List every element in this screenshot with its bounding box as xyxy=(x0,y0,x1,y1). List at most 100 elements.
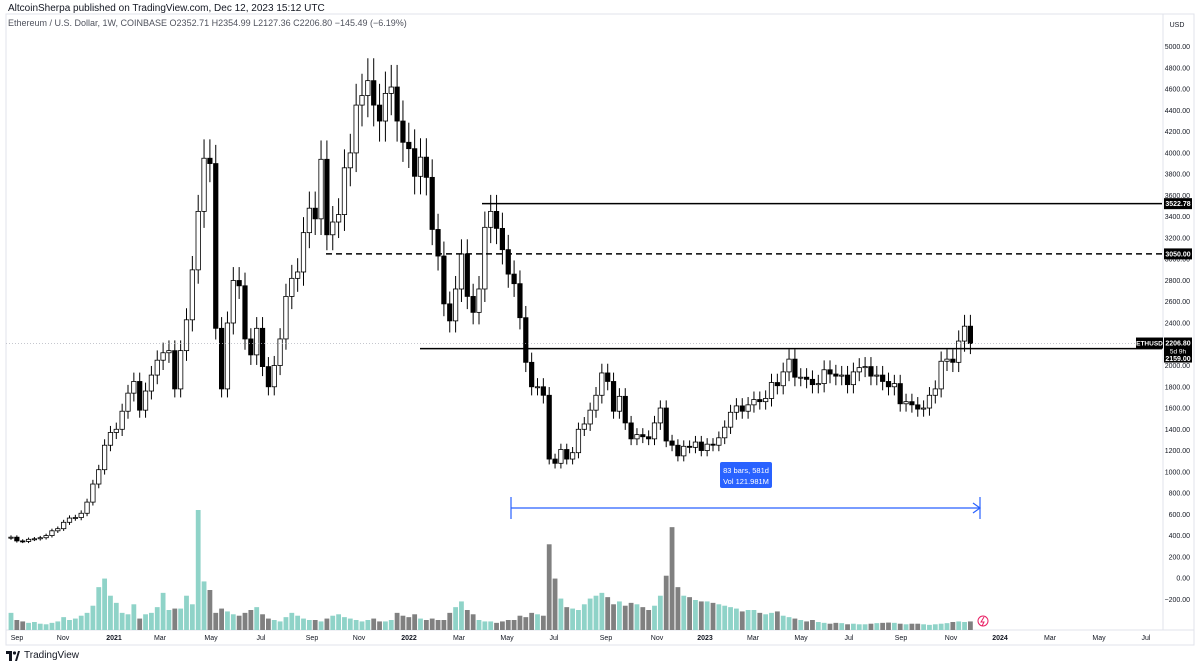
candle-body xyxy=(564,449,570,460)
candle xyxy=(435,213,441,271)
volume-bar xyxy=(786,617,792,630)
volume-bar xyxy=(330,615,336,630)
candle xyxy=(55,526,61,533)
volume-bar xyxy=(605,597,611,630)
candle xyxy=(388,64,394,116)
x-tick-label: May xyxy=(794,635,808,642)
volume-bar xyxy=(728,607,733,630)
candle xyxy=(897,374,903,412)
volume-bar xyxy=(880,622,886,630)
candle-body xyxy=(932,388,938,396)
candle xyxy=(956,330,962,373)
candle xyxy=(230,267,236,335)
candle-body xyxy=(382,93,389,122)
volume-bar xyxy=(84,612,90,630)
candle-body xyxy=(622,395,628,424)
volume-bar xyxy=(757,612,763,630)
volume-bar xyxy=(459,601,464,630)
volume-bar xyxy=(219,608,224,630)
volume-bar xyxy=(546,544,552,630)
symbol-legend: Ethereum / U.S. Dollar, 1W, COINBASE O23… xyxy=(8,18,407,28)
volume-bar xyxy=(804,621,809,630)
x-tick-label: Mar xyxy=(453,635,466,642)
candle xyxy=(552,453,558,469)
volume-bar xyxy=(956,621,962,630)
candle xyxy=(944,349,950,372)
candle xyxy=(306,191,312,249)
volume-bar xyxy=(921,624,926,630)
volume-bar xyxy=(318,621,324,630)
candle xyxy=(353,83,359,173)
volume-bar xyxy=(277,621,283,630)
volume-bar xyxy=(271,620,277,630)
candle-body xyxy=(792,358,798,378)
candle-body xyxy=(289,277,295,297)
candle-body xyxy=(359,95,365,106)
volume-bar xyxy=(693,600,698,630)
candle xyxy=(634,428,640,446)
candle xyxy=(768,373,775,407)
candle-body xyxy=(470,296,476,313)
candle-body xyxy=(102,444,108,471)
price-tag-3050: 3050.00 xyxy=(1165,251,1190,258)
candle-body xyxy=(423,156,429,178)
volume-bar xyxy=(722,605,728,630)
volume-bar xyxy=(564,607,570,630)
candle-body xyxy=(909,401,915,406)
candle xyxy=(382,71,389,142)
volume-bar xyxy=(283,617,289,630)
candle xyxy=(49,528,55,538)
volume-bar xyxy=(119,612,125,630)
candle xyxy=(66,515,73,525)
candle-body xyxy=(376,104,383,122)
volume-bar xyxy=(903,624,909,630)
candle xyxy=(616,388,623,419)
candle-body xyxy=(880,374,886,382)
candle xyxy=(417,138,424,195)
candle-body xyxy=(417,156,424,177)
candle-body xyxy=(388,86,394,94)
candle-body xyxy=(365,80,371,96)
candle-body xyxy=(657,407,663,424)
candle-body xyxy=(119,410,125,430)
volume-bar xyxy=(102,578,107,630)
candle-body xyxy=(183,319,190,352)
time-axis: Sep Nov 2021 Mar May Jul Sep Nov 2022 Mar May Jul Se… xyxy=(11,635,1151,642)
candle xyxy=(722,420,728,445)
candle xyxy=(570,447,576,465)
candle-body xyxy=(687,445,693,448)
volume-bar xyxy=(137,618,143,630)
candle xyxy=(599,363,605,404)
volume-bar xyxy=(856,624,862,630)
x-tick-label: Jul xyxy=(550,635,559,642)
candle xyxy=(932,380,938,404)
volume-bar xyxy=(371,618,377,630)
volume-bar xyxy=(184,595,189,630)
y-tick-label: 5000.00 xyxy=(1165,44,1190,51)
candle xyxy=(125,384,131,419)
volume-bar xyxy=(476,620,482,630)
candle xyxy=(804,368,810,389)
y-tick-label: 3600.00 xyxy=(1165,193,1190,200)
volume-bar xyxy=(646,610,652,630)
x-tick-label: Sep xyxy=(895,635,908,642)
candle xyxy=(207,139,213,183)
y-tick-label: 3200.00 xyxy=(1165,235,1190,242)
volume-bar xyxy=(552,578,558,630)
volume-bar xyxy=(897,623,903,630)
candle xyxy=(751,391,757,413)
candle-body xyxy=(166,350,172,354)
footer-branding[interactable]: TradingView xyxy=(6,650,79,661)
volume-bar xyxy=(312,620,318,630)
candle-body xyxy=(429,176,435,230)
candle-body xyxy=(61,521,67,530)
volume-bar xyxy=(716,604,722,630)
candle-body xyxy=(950,358,956,363)
candle-body xyxy=(698,441,704,451)
volume-bar xyxy=(230,614,236,630)
candle xyxy=(657,400,663,430)
candle xyxy=(335,198,342,239)
candle xyxy=(429,159,435,246)
